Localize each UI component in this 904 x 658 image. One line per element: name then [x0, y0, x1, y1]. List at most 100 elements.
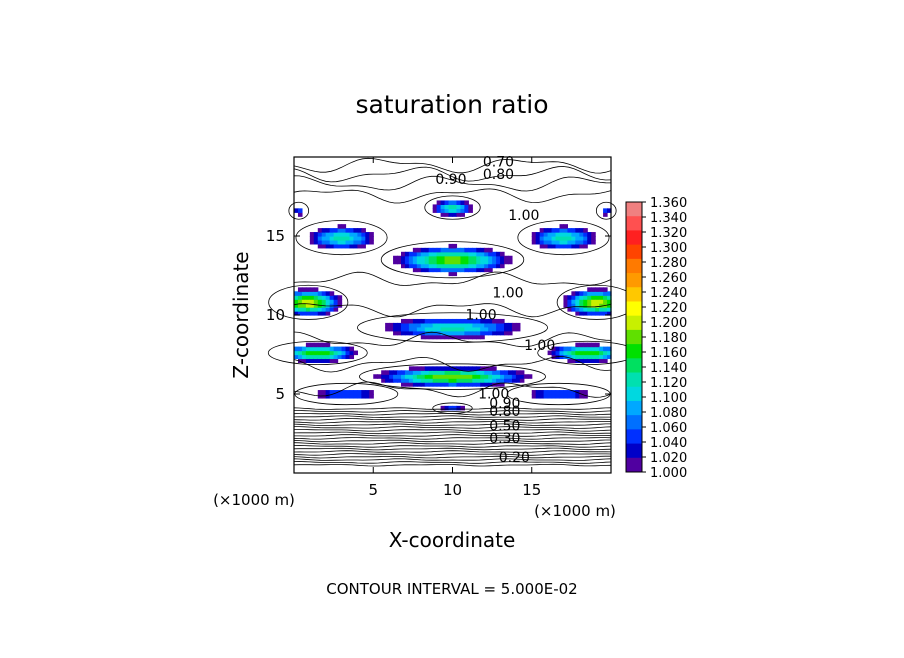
- field-cell: [468, 251, 473, 257]
- field-cell: [464, 251, 469, 257]
- field-cell: [313, 287, 319, 292]
- field-cell: [294, 354, 299, 360]
- field-cell: [305, 311, 311, 316]
- field-cell: [583, 228, 588, 233]
- contour-line: [293, 166, 612, 183]
- field-cell: [309, 299, 315, 304]
- field-cell: [531, 239, 537, 245]
- field-cell: [500, 259, 505, 265]
- field-cell: [424, 378, 430, 383]
- field-cell: [361, 243, 366, 249]
- field-cell: [563, 236, 569, 241]
- field-cell: [337, 243, 343, 249]
- field-cell: [563, 299, 569, 304]
- field-cell: [297, 307, 303, 312]
- field-cell: [476, 366, 481, 371]
- contour-line: [293, 463, 612, 467]
- field-cell: [507, 378, 513, 383]
- field-cell: [440, 366, 446, 371]
- field-cell: [337, 239, 343, 245]
- field-cell: [452, 263, 458, 269]
- field-cell: [456, 378, 462, 383]
- field-cell: [389, 378, 394, 383]
- field-cell: [527, 374, 533, 379]
- field-cell: [333, 394, 339, 399]
- field-cell: [559, 350, 565, 356]
- field-cell: [313, 350, 319, 356]
- field-cell: [472, 382, 477, 387]
- field-cell: [500, 318, 505, 324]
- field-cell: [543, 236, 549, 241]
- field-cell: [333, 307, 339, 312]
- field-cell: [297, 358, 303, 363]
- field-cell: [377, 374, 382, 379]
- field-cell: [424, 263, 430, 269]
- field-cell: [436, 334, 442, 340]
- contour-label: 0.20: [499, 450, 530, 466]
- field-cell: [472, 374, 477, 379]
- field-cell: [444, 208, 450, 213]
- field-cell: [305, 354, 311, 360]
- field-cell: [539, 239, 545, 245]
- field-cell: [595, 291, 600, 296]
- field-cell: [551, 228, 557, 233]
- field-cell: [456, 247, 462, 253]
- field-cell: [452, 243, 458, 249]
- field-cell: [412, 322, 418, 328]
- colorbar-label: 1.020: [650, 451, 687, 466]
- field-cell: [404, 259, 410, 265]
- field-cell: [424, 334, 430, 340]
- field-cell: [369, 239, 374, 245]
- field-cell: [492, 255, 497, 261]
- field-cell: [583, 299, 588, 304]
- field-cell: [476, 263, 481, 269]
- field-cell: [329, 307, 335, 312]
- field-cell: [567, 358, 572, 363]
- field-cell: [591, 342, 596, 348]
- field-cell: [349, 394, 355, 399]
- field-cell: [603, 287, 608, 292]
- field-cell: [428, 263, 434, 269]
- field-cell: [456, 259, 462, 265]
- field-cell: [571, 295, 576, 300]
- field-cell: [575, 394, 580, 399]
- field-cell: [563, 394, 569, 399]
- field-cell: [480, 247, 485, 253]
- field-cell: [595, 358, 600, 363]
- field-cell: [504, 374, 509, 379]
- field-cell: [599, 350, 604, 356]
- field-cell: [432, 326, 438, 332]
- field-cell: [492, 378, 497, 383]
- field-cell: [460, 330, 465, 336]
- field-cell: [309, 287, 315, 292]
- field-cell: [333, 232, 339, 237]
- field-cell: [424, 326, 430, 332]
- field-cell: [444, 330, 450, 336]
- field-cell: [404, 326, 410, 332]
- field-cell: [305, 342, 311, 348]
- field-cell: [397, 378, 402, 383]
- field-cell: [420, 326, 426, 332]
- field-cell: [428, 255, 434, 261]
- field-cell: [460, 259, 465, 265]
- field-cell: [595, 346, 600, 352]
- field-cell: [543, 232, 549, 237]
- field-cell: [595, 354, 600, 360]
- field-cell: [297, 350, 303, 356]
- field-cell: [297, 354, 303, 360]
- field-cell: [440, 208, 446, 213]
- field-cell: [595, 311, 600, 316]
- field-cell: [325, 354, 331, 360]
- field-cell: [472, 334, 477, 340]
- field-cell: [444, 322, 450, 328]
- field-cell: [416, 326, 422, 332]
- field-cell: [408, 366, 414, 371]
- x-unit-label-left: (×1000 m): [213, 491, 295, 509]
- field-cell: [385, 378, 390, 383]
- field-cell: [480, 318, 485, 324]
- x-tick-label: 10: [443, 481, 462, 499]
- field-cell: [535, 390, 541, 395]
- contour-labels-layer: 0.700.800.901.001.001.001.001.000.900.80…: [435, 154, 555, 465]
- field-cell: [476, 378, 481, 383]
- field-cell: [420, 263, 426, 269]
